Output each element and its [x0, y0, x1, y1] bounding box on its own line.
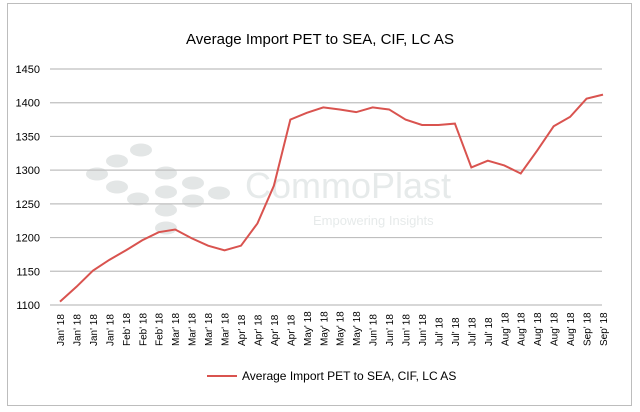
x-tick-label: Feb' 18	[138, 313, 149, 346]
x-tick-label: Jun' 18	[385, 314, 396, 346]
x-tick-label: Feb' 18	[122, 313, 133, 346]
watermark-dot	[86, 167, 108, 181]
x-tick-label: Jan' 18	[56, 314, 67, 346]
x-tick-label: Jan' 18	[89, 314, 100, 346]
watermark-dot	[155, 166, 177, 180]
x-tick-label: May' 18	[336, 311, 347, 346]
x-tick-label: Jul' 18	[451, 317, 462, 346]
x-tick-label: Jul' 18	[484, 317, 495, 346]
legend-label: Average Import PET to SEA, CIF, LC AS	[242, 369, 456, 383]
series-line	[59, 93, 604, 303]
x-tick-label: Sep' 18	[599, 312, 610, 346]
x-tick-label: Mar' 18	[188, 313, 199, 346]
x-tick-label: Apr' 18	[237, 314, 248, 346]
x-tick-label: Mar' 18	[221, 313, 232, 346]
x-tick-label: Jun' 18	[418, 314, 429, 346]
x-tick-label: May' 18	[303, 311, 314, 346]
x-tick-label: Apr' 18	[270, 314, 281, 346]
x-tick-label: Jan' 18	[72, 314, 83, 346]
x-tick-label: Jul' 18	[434, 317, 445, 346]
x-tick-label: Feb' 18	[155, 313, 166, 346]
y-tick-label: 1200	[16, 233, 40, 245]
x-tick-label: Jan' 18	[105, 314, 116, 346]
y-tick-label: 1400	[16, 98, 40, 110]
watermark-dot	[106, 180, 128, 194]
y-tick-label: 1100	[16, 300, 40, 312]
chart-frame	[7, 3, 632, 406]
x-tick-label: Mar' 18	[204, 313, 215, 346]
y-tick-label: 1150	[16, 266, 40, 278]
x-tick-label: Apr' 18	[286, 314, 297, 346]
watermark-dot	[106, 154, 128, 168]
watermark-dot	[208, 186, 230, 200]
watermark-dot	[127, 192, 149, 206]
watermark-brand: CommoPlast	[245, 165, 451, 206]
x-tick-label: Aug' 18	[517, 312, 528, 346]
y-tick-label: 1250	[16, 199, 40, 211]
x-tick-label: Mar' 18	[171, 313, 182, 346]
y-tick-label: 1450	[16, 64, 40, 76]
x-tick-label: Aug' 18	[533, 312, 544, 346]
watermark-dot	[155, 203, 177, 217]
watermark-tagline: Empowering Insights	[313, 213, 434, 228]
chart-title: Average Import PET to SEA, CIF, LC AS	[186, 31, 454, 48]
x-tick-label: Jul' 18	[467, 317, 478, 346]
x-tick-label: May' 18	[352, 311, 363, 346]
x-tick-label: Sep' 18	[583, 312, 594, 346]
y-tick-label: 1350	[16, 131, 40, 143]
x-tick-label: Apr' 18	[253, 314, 264, 346]
watermark-dot	[182, 176, 204, 190]
watermark-dot	[155, 185, 177, 199]
x-tick-label: Aug' 18	[500, 312, 511, 346]
watermark-dot	[130, 143, 152, 157]
x-tick-label: Jun' 18	[402, 314, 413, 346]
x-tick-label: May' 18	[319, 311, 330, 346]
x-tick-label: Aug' 18	[566, 312, 577, 346]
y-tick-label: 1300	[16, 165, 40, 177]
x-tick-label: Jun' 18	[369, 314, 380, 346]
x-tick-label: Aug' 18	[550, 312, 561, 346]
watermark-dot	[182, 194, 204, 208]
